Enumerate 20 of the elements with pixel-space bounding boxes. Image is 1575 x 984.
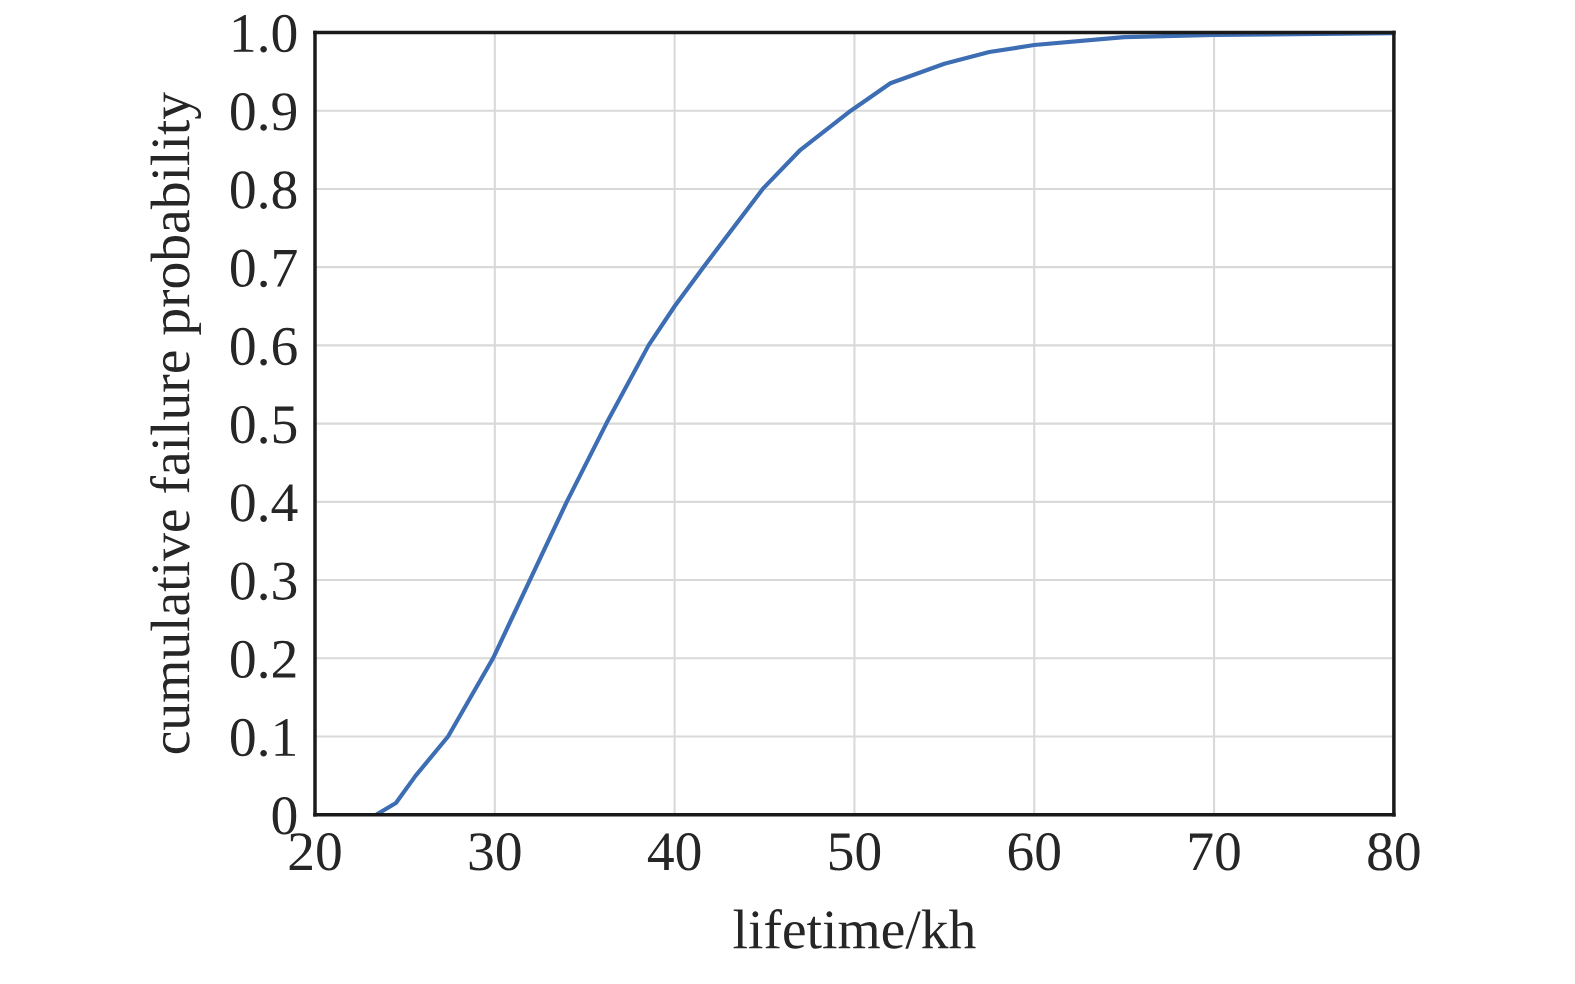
y-tick-label: 0 (272, 797, 297, 835)
x-tick-label: 30 (469, 833, 521, 871)
y-tick-label: 0.2 (231, 640, 296, 679)
y-tick-label: 0.6 (231, 327, 297, 366)
y-tick-label: 1.0 (233, 14, 297, 53)
y-tick-label: 0.3 (231, 562, 297, 601)
y-tick-label: 0.9 (231, 93, 297, 131)
x-tick-label: 60 (1008, 833, 1060, 871)
x-axis-title: lifetime/kh (733, 909, 976, 949)
y-tick-label: 0.1 (231, 718, 295, 757)
y-tick-label: 0.7 (231, 249, 297, 288)
x-tick-label: 20 (289, 833, 341, 871)
x-tick-label: 80 (1368, 833, 1420, 871)
x-tick-label: 40 (647, 833, 701, 871)
y-tick-label: 0.4 (231, 484, 298, 522)
x-tick-label: 50 (829, 833, 881, 871)
x-tick-label: 70 (1189, 833, 1240, 871)
y-tick-label: 0.5 (231, 405, 297, 444)
y-tick-label: 0.8 (231, 171, 297, 209)
y-axis-title: cumulative failure probability (150, 92, 202, 754)
